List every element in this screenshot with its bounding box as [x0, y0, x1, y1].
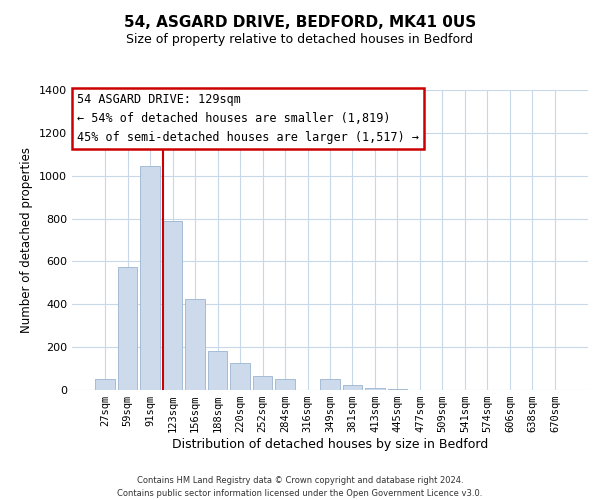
Text: Contains HM Land Registry data © Crown copyright and database right 2024.
Contai: Contains HM Land Registry data © Crown c…	[118, 476, 482, 498]
Bar	[343, 384, 362, 390]
X-axis label: Distribution of detached houses by size in Bedford: Distribution of detached houses by size …	[172, 438, 488, 451]
Bar	[275, 380, 295, 390]
Bar	[140, 166, 160, 390]
Text: 54, ASGARD DRIVE, BEDFORD, MK41 0US: 54, ASGARD DRIVE, BEDFORD, MK41 0US	[124, 15, 476, 30]
Bar	[118, 267, 137, 390]
Bar	[95, 380, 115, 390]
Bar	[208, 352, 227, 390]
Bar	[365, 388, 385, 390]
Bar	[185, 299, 205, 390]
Bar	[230, 363, 250, 390]
Y-axis label: Number of detached properties: Number of detached properties	[20, 147, 34, 333]
Bar	[253, 376, 272, 390]
Bar	[388, 389, 407, 390]
Bar	[163, 220, 182, 390]
Text: Size of property relative to detached houses in Bedford: Size of property relative to detached ho…	[127, 32, 473, 46]
Bar	[320, 380, 340, 390]
Text: 54 ASGARD DRIVE: 129sqm
← 54% of detached houses are smaller (1,819)
45% of semi: 54 ASGARD DRIVE: 129sqm ← 54% of detache…	[77, 93, 419, 144]
